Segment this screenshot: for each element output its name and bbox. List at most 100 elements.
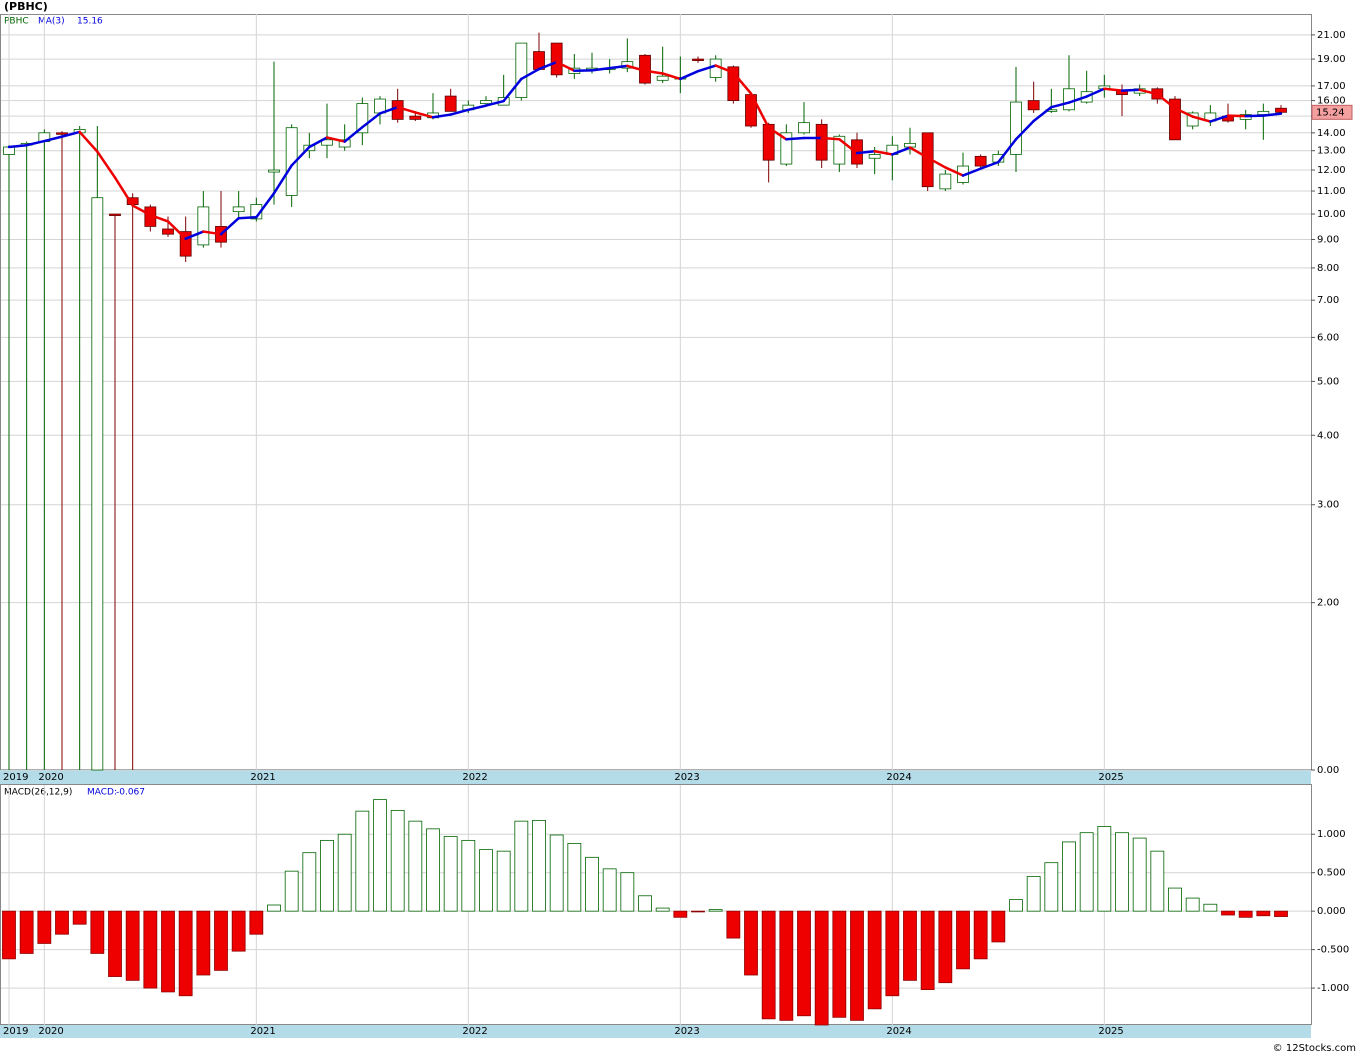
ma-line-segment xyxy=(1050,101,1071,109)
macd-bar xyxy=(231,910,246,952)
macd-bar xyxy=(426,828,440,912)
y-tick-label: 0.00 xyxy=(1317,765,1339,776)
ma-line-segment xyxy=(944,166,965,177)
macd-bar xyxy=(991,910,1006,943)
macd-bar xyxy=(214,910,228,971)
macd-bar xyxy=(1115,832,1129,912)
macd-bar xyxy=(1062,841,1076,912)
ma-line-segment xyxy=(255,191,276,219)
ma-line-segment xyxy=(308,136,329,149)
candle-body xyxy=(409,115,422,120)
y-tick-label: 9.00 xyxy=(1317,234,1339,245)
y-tick-label: 14.00 xyxy=(1317,128,1346,139)
y-tick-label: 0.500 xyxy=(1317,868,1346,879)
ma-line-segment xyxy=(891,146,912,156)
ma-line-segment xyxy=(1191,115,1212,123)
candle-body xyxy=(179,231,192,257)
candle-body xyxy=(162,228,174,235)
macd-bar xyxy=(196,910,211,976)
macd-bar xyxy=(55,910,69,935)
ma-line-segment xyxy=(467,104,488,112)
candle-body xyxy=(356,103,369,134)
ma-line-segment xyxy=(502,77,523,103)
y-tick-label: 0.000 xyxy=(1317,906,1346,917)
macd-legend-name: MACD(26,12,9) xyxy=(4,788,72,798)
ma-line-segment xyxy=(785,136,806,141)
macd-bar xyxy=(443,836,458,912)
macd-bar xyxy=(638,895,652,912)
x-tick-label: 2022 xyxy=(462,1026,487,1037)
macd-bar xyxy=(549,834,564,912)
macd-bar xyxy=(797,910,811,1017)
macd-bar xyxy=(744,910,758,976)
macd-bar xyxy=(1238,910,1253,918)
y-tick-label: 16.00 xyxy=(1317,96,1346,107)
macd-bar xyxy=(814,910,829,1026)
y-tick-label: 2.00 xyxy=(1317,598,1339,609)
price-axis-band xyxy=(0,770,1311,784)
candle-body xyxy=(1027,100,1040,111)
y-tick-label: 17.00 xyxy=(1317,81,1346,92)
macd-bar xyxy=(673,910,688,918)
y-tick-label: 19.00 xyxy=(1317,54,1346,65)
ma-line-segment xyxy=(749,92,770,129)
candle-body xyxy=(232,206,245,213)
ma-line-segment xyxy=(714,64,735,74)
candle-body xyxy=(515,42,528,98)
ma-line-segment xyxy=(166,220,187,240)
ma-line-segment xyxy=(590,66,611,72)
candle-body xyxy=(480,100,492,105)
candle-body xyxy=(939,173,952,190)
macd-bar xyxy=(373,799,387,912)
y-tick-label: 13.00 xyxy=(1317,146,1346,157)
macd-bar xyxy=(761,910,776,1020)
ma-line-segment xyxy=(855,150,876,155)
macd-bar xyxy=(161,910,175,993)
macd-legend-value: -0.067 xyxy=(116,788,145,798)
macd-bar xyxy=(832,910,847,1018)
ma-line-segment xyxy=(219,216,240,236)
ma-line-segment xyxy=(43,135,64,143)
ma-line-segment xyxy=(343,125,364,143)
macd-bar xyxy=(19,910,34,954)
y-tick-label: 3.00 xyxy=(1317,500,1339,511)
macd-bar xyxy=(532,819,546,912)
candle-body xyxy=(1169,98,1181,141)
macd-bar xyxy=(850,910,864,1021)
y-tick-label: -1.000 xyxy=(1317,983,1349,994)
ma-line-segment xyxy=(449,108,470,116)
macd-bar xyxy=(1009,899,1023,912)
ma-line-segment xyxy=(113,176,134,207)
ma-line-segment xyxy=(820,136,841,141)
ma-line-segment xyxy=(7,143,28,149)
macd-bar xyxy=(408,820,423,912)
ma-line-segment xyxy=(1173,106,1194,118)
x-tick-label: 2023 xyxy=(674,1026,699,1037)
macd-bar xyxy=(320,839,334,912)
candle-body xyxy=(762,123,775,161)
ma-line-segment xyxy=(414,111,435,119)
macd-bar xyxy=(1044,862,1059,912)
macd-bar xyxy=(108,910,122,977)
ma-line-segment xyxy=(202,230,223,236)
x-tick-label: 2024 xyxy=(886,1026,911,1037)
macd-bar xyxy=(37,910,52,944)
macd-bar xyxy=(708,909,723,912)
x-tick-label: 2020 xyxy=(38,772,63,783)
y-tick-label: 12.00 xyxy=(1317,165,1346,176)
ma-line-segment xyxy=(608,64,629,70)
macd-bar xyxy=(655,907,670,912)
macd-bar xyxy=(779,910,794,1021)
ma-line-segment xyxy=(1014,119,1035,141)
macd-bar xyxy=(602,868,617,912)
ma-line-segment xyxy=(378,105,399,115)
ma-line-segment xyxy=(237,215,258,220)
footer: © 12Stocks.com xyxy=(1273,1043,1356,1054)
candle-body xyxy=(798,122,810,134)
last-price-box xyxy=(1311,104,1353,120)
last-price-label: 15.24 xyxy=(1316,107,1345,118)
ma-line-segment xyxy=(1138,88,1159,96)
macd-bar xyxy=(885,910,900,997)
candle-body xyxy=(321,139,333,146)
macd-bar xyxy=(496,850,511,912)
